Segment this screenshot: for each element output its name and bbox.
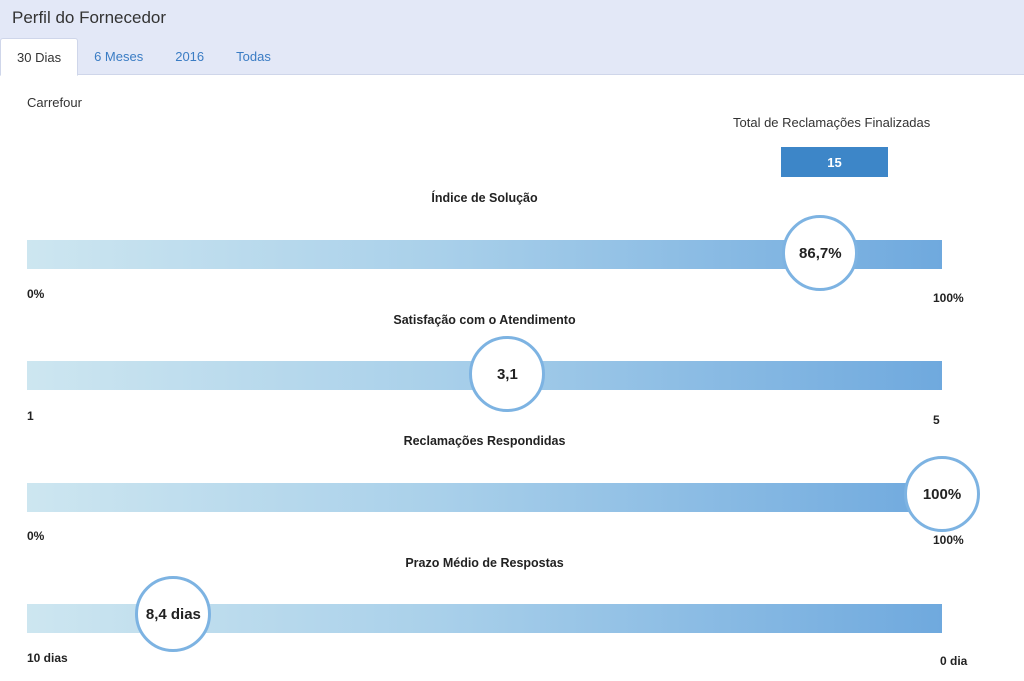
metric-value-bubble: 86,7% xyxy=(782,215,859,291)
metric-title: Reclamações Respondidas xyxy=(403,434,566,448)
metric-max-label: 100% xyxy=(933,533,964,547)
tab-bar: 30 Dias 6 Meses 2016 Todas xyxy=(0,38,287,76)
company-name: Carrefour xyxy=(27,95,82,110)
total-label: Total de Reclamações Finalizadas xyxy=(733,115,931,130)
page-title: Perfil do Fornecedor xyxy=(12,8,167,27)
header: Perfil do Fornecedor 30 Dias 6 Meses 201… xyxy=(0,0,1024,76)
metric-value-bubble: 100% xyxy=(904,456,980,532)
tab-30-dias[interactable]: 30 Dias xyxy=(0,38,79,76)
metric-prazo-medio-respostas: Prazo Médio de Respostas 8,4 dias 10 dia… xyxy=(0,556,1024,676)
metric-min-label: 0% xyxy=(27,529,45,543)
metric-indice-solucao: Índice de Solução 86,7% 0% 100% xyxy=(0,191,1024,311)
tab-todas[interactable]: Todas xyxy=(236,49,271,64)
tab-6-meses[interactable]: 6 Meses xyxy=(94,49,144,64)
metric-bar xyxy=(27,483,942,512)
metric-min-label: 1 xyxy=(27,409,34,423)
total-value-badge: 15 xyxy=(781,147,888,177)
metric-title: Índice de Solução xyxy=(431,191,538,205)
metric-value-bubble: 3,1 xyxy=(469,336,546,412)
tab-2016[interactable]: 2016 xyxy=(175,49,205,64)
metric-value-bubble: 8,4 dias xyxy=(135,576,212,652)
metric-max-label: 5 xyxy=(933,413,940,427)
metric-title: Prazo Médio de Respostas xyxy=(405,556,564,570)
metric-min-label: 10 dias xyxy=(27,651,68,665)
metric-satisfacao-atendimento: Satisfação com o Atendimento 3,1 1 5 xyxy=(0,313,1024,433)
metric-max-label: 100% xyxy=(933,291,964,305)
metric-reclamacoes-respondidas: Reclamações Respondidas 100% 0% 100% xyxy=(0,434,1024,554)
metric-min-label: 0% xyxy=(27,287,45,301)
metric-max-label: 0 dia xyxy=(940,654,968,668)
metric-title: Satisfação com o Atendimento xyxy=(393,313,576,327)
